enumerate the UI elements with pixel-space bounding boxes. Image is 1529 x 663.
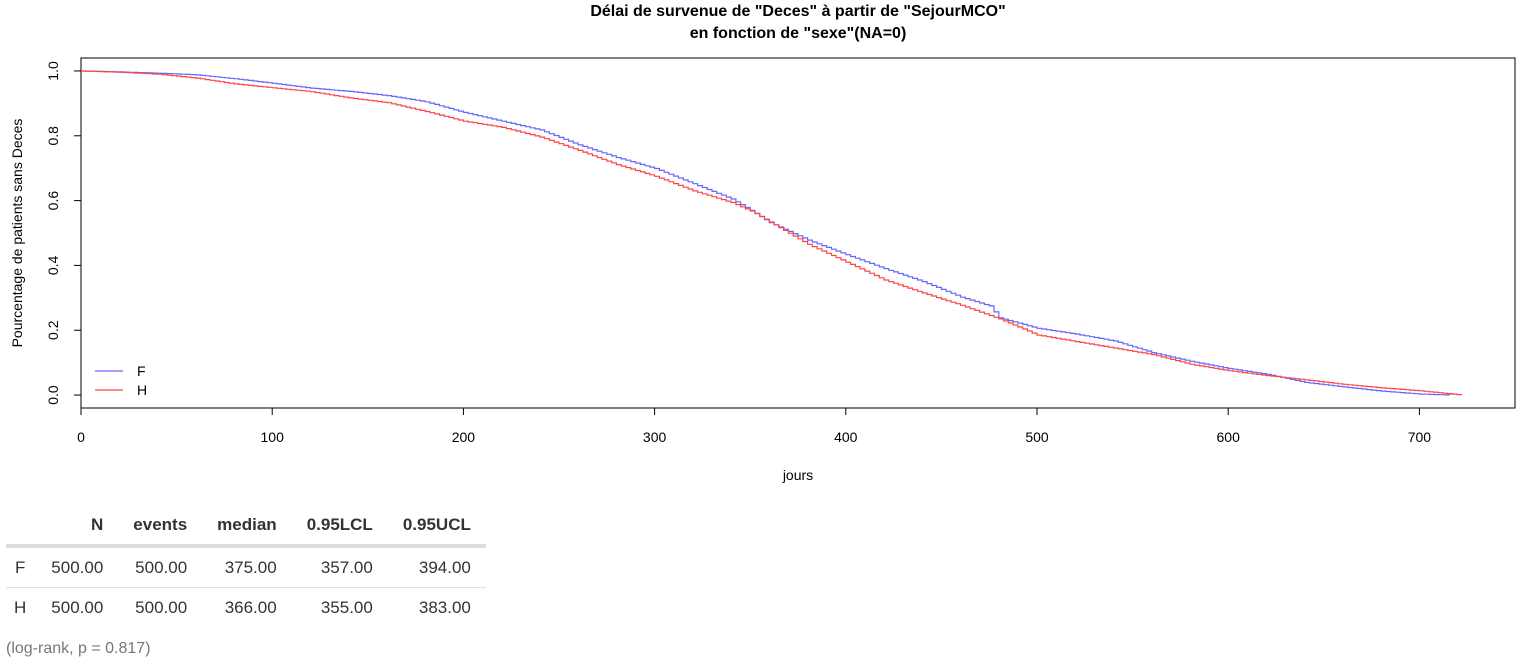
- table-cell: 500.00: [36, 546, 119, 588]
- y-tick-label: 0.6: [45, 191, 61, 211]
- survival-curves: [81, 70, 1463, 396]
- x-tick-label: 600: [1217, 429, 1241, 445]
- header-cell: [6, 506, 37, 548]
- y-axis-label: Pourcentage de patients sans Deces: [9, 119, 25, 348]
- header-cell-events: events: [118, 506, 203, 548]
- y-tick-label: 0.4: [45, 255, 61, 275]
- logrank-footnote: (log-rank, p = 0.817): [6, 640, 151, 657]
- y-tick-label: 0.2: [45, 320, 61, 340]
- summary-table: N events median 0.95LCL 0.95UCL F 500.00…: [6, 506, 486, 627]
- table-cell: 500.00: [135, 597, 188, 617]
- header-cell-n: N: [36, 506, 119, 548]
- table-cell: 383.00: [418, 597, 471, 617]
- legend-label-H: H: [137, 382, 147, 398]
- y-axis: 0.0 0.2 0.4 0.6 0.8 1.0: [45, 61, 82, 405]
- x-tick-label: 100: [261, 429, 285, 445]
- table-cell: 357.00: [291, 546, 388, 588]
- y-tick-label: 0.8: [45, 126, 61, 146]
- y-tick-label: 0.0: [45, 385, 61, 405]
- x-tick-label: 400: [834, 429, 858, 445]
- table-row: H 500.00 500.00 366.00 355.00 383.00: [6, 588, 486, 628]
- x-tick-label: 500: [1025, 429, 1049, 445]
- table-cell: 366.00: [224, 597, 277, 617]
- x-axis-label: jours: [782, 467, 813, 483]
- x-tick-label: 0: [77, 429, 85, 445]
- table-header-row: N events median 0.95LCL 0.95UCL: [6, 506, 486, 548]
- legend-label-F: F: [137, 363, 146, 379]
- header-cell-median: median: [202, 506, 292, 548]
- series-line-H: [81, 70, 1463, 396]
- table-cell: 375.00: [202, 546, 292, 588]
- header-cell-ucl: 0.95UCL: [387, 506, 486, 548]
- x-axis: 0 100 200 300 400 500 600 700: [77, 407, 1432, 445]
- table-cell: 500.00: [118, 546, 203, 588]
- chart-title: Délai de survenue de "Deces" à partir de…: [590, 3, 1005, 20]
- x-tick-label: 700: [1408, 429, 1432, 445]
- table-row: F 500.00 500.00 375.00 357.00 394.00: [6, 546, 486, 588]
- row-label: F: [6, 546, 37, 588]
- legend: FH: [95, 363, 147, 398]
- x-tick-label: 300: [643, 429, 667, 445]
- table-cell: 500.00: [51, 597, 104, 617]
- chart-subtitle: en fonction de "sexe"(NA=0): [690, 25, 907, 42]
- x-tick-label: 200: [452, 429, 476, 445]
- header-cell-lcl: 0.95LCL: [291, 506, 388, 548]
- table-cell: 394.00: [387, 546, 486, 588]
- table-cell: 355.00: [320, 597, 373, 617]
- row-label: H: [14, 597, 27, 617]
- y-tick-label: 1.0: [45, 61, 61, 81]
- survival-chart: Délai de survenue de "Deces" à partir de…: [9, 3, 1516, 483]
- series-line-F: [81, 70, 1451, 396]
